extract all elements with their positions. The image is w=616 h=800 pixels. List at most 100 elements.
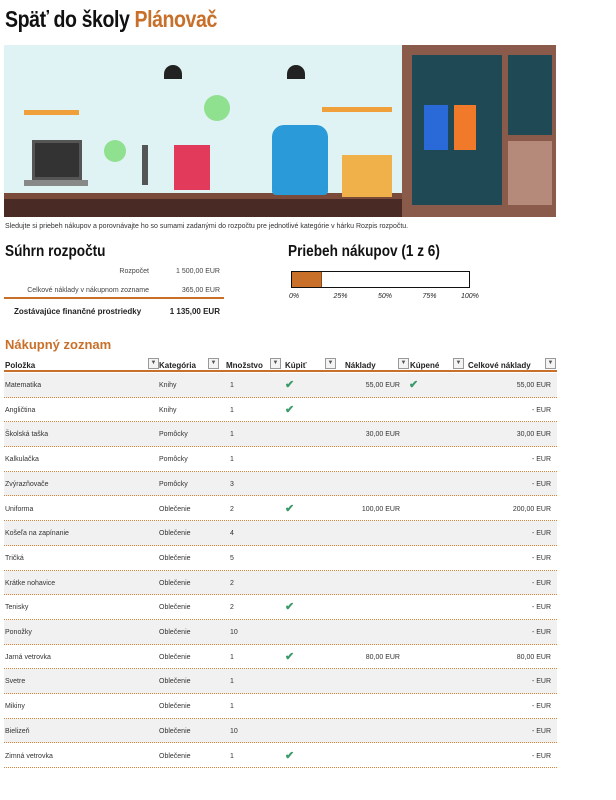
table-row[interactable]: Tričká Oblečenie 5 - EUR — [4, 546, 557, 571]
item-name: Školská taška — [5, 431, 49, 439]
cost: 55,00 EUR — [365, 382, 400, 389]
category: Pomôcky — [159, 480, 188, 488]
item-name: Bielizeň — [5, 727, 30, 735]
quantity: 10 — [230, 629, 238, 636]
item-name: Tenisky — [5, 604, 29, 612]
table-row[interactable]: Ponožky Oblečenie 10 - EUR — [4, 620, 557, 645]
filter-dropdown-button[interactable]: ▼ — [453, 358, 464, 369]
quantity: 2 — [230, 579, 234, 587]
table-row[interactable]: Zimná vetrovka Oblečenie 1 ✔ - EUR — [4, 744, 557, 769]
category: Oblečenie — [159, 505, 191, 513]
category: Oblečenie — [159, 653, 191, 661]
category: Pomôcky — [159, 431, 188, 439]
filter-dropdown-button[interactable]: ▼ — [545, 358, 556, 369]
item-name: Mikiny — [5, 703, 25, 711]
shopping-list-heading: Nákupný zoznam — [5, 337, 112, 352]
progress-bar — [291, 271, 470, 288]
total-cost: 80,00 EUR — [516, 653, 551, 661]
quantity: 2 — [230, 604, 234, 612]
checkmark-icon: ✔ — [409, 379, 419, 391]
table-row[interactable]: Mikiny Oblečenie 1 - EUR — [4, 694, 557, 719]
progress-tick-label: 50% — [378, 293, 393, 300]
progress-tick-label: 25% — [333, 293, 348, 300]
progress-tick-label: 0% — [289, 293, 300, 300]
quantity: 5 — [230, 554, 234, 562]
filter-dropdown-button[interactable]: ▼ — [208, 358, 219, 369]
table-row[interactable]: Jarná vetrovka Oblečenie 1 ✔ 80,00 EUR 80,00 … — [4, 645, 557, 670]
cost: 100,00 EUR — [361, 505, 400, 513]
item-name: Matematika — [5, 382, 42, 389]
table-row[interactable]: Bielizeň Oblečenie 10 - EUR — [4, 718, 557, 744]
category: Oblečenie — [159, 727, 191, 735]
total-cost: - EUR — [531, 604, 551, 612]
cost: 30,00 EUR — [365, 431, 400, 439]
total-cost-row: Celkové náklady v nákupnom zozname 365,00… — [4, 287, 224, 299]
page-title: Späť do školy Plánovač — [5, 6, 217, 32]
table-row[interactable]: Zvýrazňovače Pomôcky 3 - EUR — [4, 471, 557, 497]
column-header: Kategória — [159, 361, 196, 370]
total-cost: 30,00 EUR — [516, 431, 551, 439]
item-name: Krátke nohavice — [5, 579, 56, 587]
quantity: 2 — [230, 505, 234, 513]
table-row[interactable]: Kalkulačka Pomôcky 1 - EUR — [4, 447, 557, 472]
description-text: Sledujte si priebeh nákupov a porovnávaj… — [5, 223, 409, 230]
category: Knihy — [159, 382, 177, 389]
total-cost: - EUR — [531, 554, 551, 562]
quantity: 4 — [230, 530, 234, 538]
progress-tick-label: 75% — [422, 293, 437, 300]
table-row[interactable]: Angličtina Knihy 1 ✔ - EUR — [4, 398, 557, 423]
quantity: 10 — [230, 727, 238, 735]
filter-dropdown-button[interactable]: ▼ — [270, 358, 281, 369]
table-row[interactable]: Košeľa na zapínanie Oblečenie 4 - EUR — [4, 521, 557, 546]
item-name: Ponožky — [5, 629, 32, 636]
total-cost: 200,00 EUR — [512, 505, 551, 513]
item-name: Kalkulačka — [5, 456, 39, 464]
table-row[interactable]: Školská taška Pomôcky 1 30,00 EUR 30,00 EUR — [4, 422, 557, 448]
total-cost: - EUR — [531, 579, 551, 587]
item-name: Jarná vetrovka — [5, 653, 51, 661]
category: Pomôcky — [159, 456, 188, 464]
filter-dropdown-button[interactable]: ▼ — [398, 358, 409, 369]
category: Oblečenie — [159, 629, 191, 636]
cost: 80,00 EUR — [365, 653, 400, 661]
item-name: Zimná vetrovka — [5, 752, 53, 760]
table-row[interactable]: Svetre Oblečenie 1 - EUR — [4, 669, 557, 695]
checkmark-icon: ✔ — [285, 601, 295, 614]
item-name: Tričká — [5, 554, 24, 562]
item-name: Košeľa na zapínanie — [5, 530, 69, 538]
item-name: Angličtina — [5, 406, 36, 414]
total-cost: - EUR — [531, 703, 551, 711]
quantity: 1 — [230, 382, 234, 389]
quantity: 1 — [230, 752, 234, 760]
column-header: Kúpené — [410, 361, 440, 370]
total-cost: 55,00 EUR — [516, 382, 551, 389]
filter-dropdown-button[interactable]: ▼ — [148, 358, 159, 369]
column-header: Celkové náklady — [468, 361, 531, 370]
total-cost: - EUR — [531, 456, 551, 464]
table-row[interactable]: Matematika Knihy 1 ✔ 55,00 EUR ✔ 55,00 EUR — [4, 373, 557, 398]
total-cost: - EUR — [531, 629, 551, 636]
item-name: Zvýrazňovače — [5, 480, 49, 488]
table-row[interactable]: Uniforma Oblečenie 2 ✔ 100,00 EUR 200,00 EUR — [4, 497, 557, 522]
category: Oblečenie — [159, 530, 191, 538]
total-cost: - EUR — [531, 752, 551, 760]
column-header: Kúpiť — [285, 361, 307, 370]
quantity: 3 — [230, 480, 234, 488]
table-row[interactable]: Tenisky Oblečenie 2 ✔ - EUR — [4, 595, 557, 620]
quantity: 1 — [230, 406, 234, 414]
checkmark-icon: ✔ — [285, 403, 295, 416]
total-cost: - EUR — [531, 530, 551, 538]
table-header: Položka ▼ Kategória ▼ Množstvo ▼ Kúpiť ▼ Náklady… — [4, 357, 557, 372]
category: Oblečenie — [159, 678, 191, 686]
back-to-school-illustration — [4, 45, 556, 217]
budget-row: Rozpočet 1 500,00 EUR — [119, 268, 220, 275]
category: Oblečenie — [159, 604, 191, 612]
table-row[interactable]: Krátke nohavice Oblečenie 2 - EUR — [4, 570, 557, 596]
category: Oblečenie — [159, 579, 191, 587]
progress-tick-label: 100% — [461, 293, 479, 300]
column-header: Množstvo — [226, 361, 263, 370]
item-name: Svetre — [5, 678, 26, 686]
checkmark-icon: ✔ — [285, 379, 295, 391]
column-header: Náklady — [345, 361, 376, 370]
filter-dropdown-button[interactable]: ▼ — [325, 358, 336, 369]
